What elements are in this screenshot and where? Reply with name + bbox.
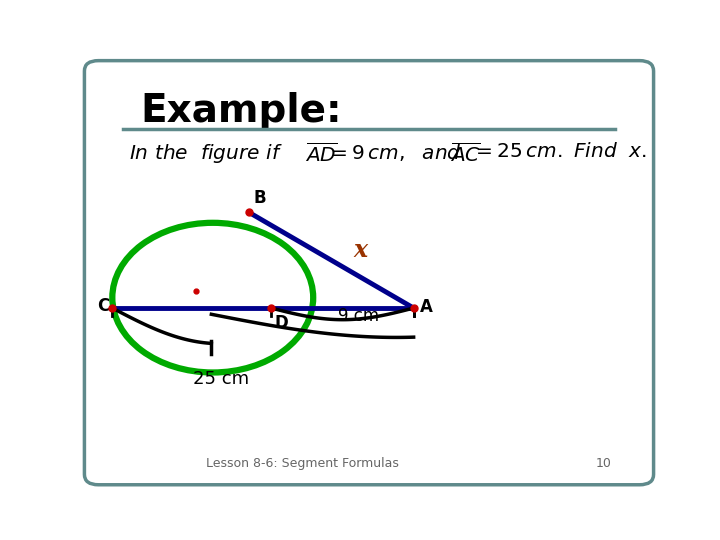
Text: $\mathit{= 9\,cm,\ \ and\ \ }$: $\mathit{= 9\,cm,\ \ and\ \ }$ bbox=[327, 141, 462, 163]
Text: Example:: Example: bbox=[140, 92, 342, 130]
Text: C: C bbox=[97, 297, 109, 315]
Text: $\mathit{In\ the\ \ figure\ if\ \ }$: $\mathit{In\ the\ \ figure\ if\ \ }$ bbox=[129, 141, 283, 165]
Text: 25 cm: 25 cm bbox=[193, 370, 249, 388]
Text: 10: 10 bbox=[595, 457, 611, 470]
Text: D: D bbox=[274, 314, 288, 332]
Text: B: B bbox=[253, 190, 266, 207]
Text: 9 cm: 9 cm bbox=[338, 307, 379, 326]
Text: $\overline{AD}$: $\overline{AD}$ bbox=[305, 141, 337, 165]
Text: $\mathit{= 25\,cm.\ Find\ \ x.}$: $\mathit{= 25\,cm.\ Find\ \ x.}$ bbox=[472, 141, 647, 161]
FancyBboxPatch shape bbox=[84, 60, 654, 485]
Text: x: x bbox=[354, 238, 368, 262]
Text: Lesson 8-6: Segment Formulas: Lesson 8-6: Segment Formulas bbox=[206, 457, 398, 470]
Text: A: A bbox=[420, 298, 433, 316]
Text: $\overline{AC}$: $\overline{AC}$ bbox=[450, 141, 481, 165]
